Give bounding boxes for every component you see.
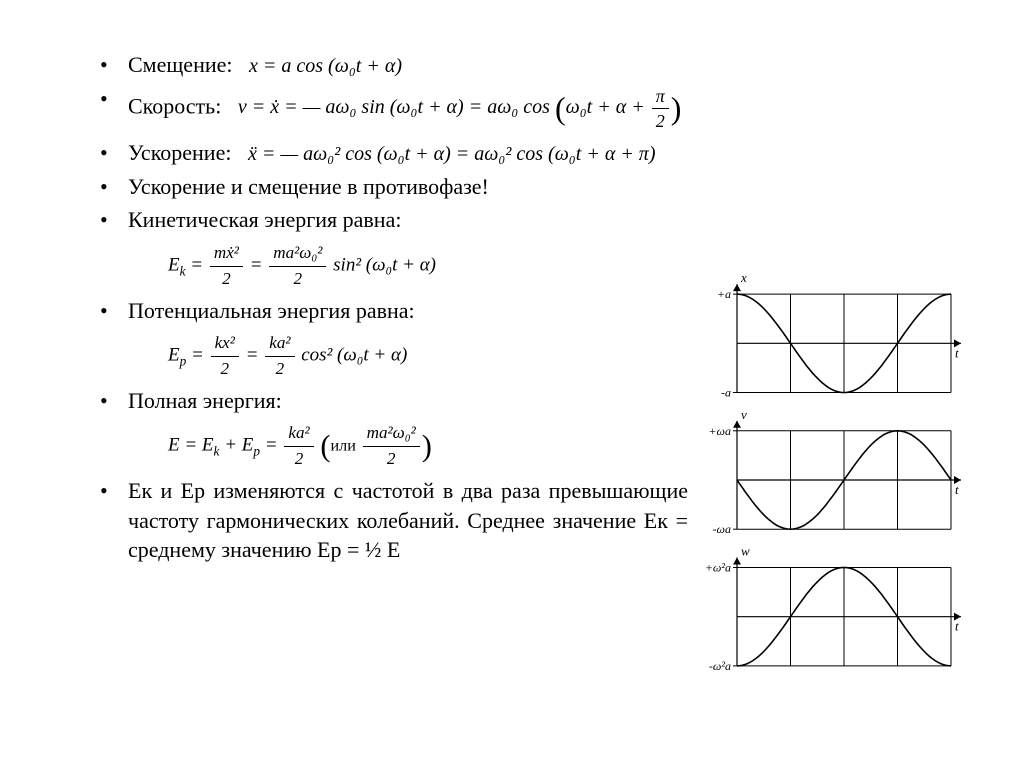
bullet-potential: Потенциальная энергия равна: Ep = kx²2 =… xyxy=(100,296,688,382)
formula: x = a cos (ω₀t + α) xyxy=(249,55,402,77)
svg-text:+ω²a: +ω²a xyxy=(705,560,731,574)
svg-text:x: x xyxy=(740,270,747,285)
oscillation-diagram: x t +a -a v t +ωa -ωa w t +ω²a -ω²a xyxy=(689,265,969,685)
svg-text:-a: -a xyxy=(721,386,731,400)
label: Ускорение: xyxy=(128,140,231,165)
label: Скорость: xyxy=(128,93,221,118)
label: Полная энергия: xyxy=(128,388,282,413)
svg-text:w: w xyxy=(741,543,750,558)
svg-text:t: t xyxy=(955,482,959,497)
formula: ẍ = — aω₀² cos (ω₀t + α) = aω₀² cos (ω₀t… xyxy=(248,143,656,165)
svg-text:-ωa: -ωa xyxy=(713,522,731,536)
label: Потенциальная энергия равна: xyxy=(128,298,415,323)
formula: Ep = kx²2 = ka²2 cos² (ω₀t + α) xyxy=(168,331,688,382)
label: Смещение: xyxy=(128,52,233,77)
text: Ек и Ер изменяются с частотой в два раза… xyxy=(128,478,688,562)
svg-text:+ωa: +ωa xyxy=(708,424,731,438)
bullet-antiphase: Ускорение и смещение в противофазе! xyxy=(100,172,964,202)
bullet-kinetic: Кинетическая энергия равна: Ek = mẋ²2 = … xyxy=(100,205,688,291)
bullet-acceleration: Ускорение: ẍ = — aω₀² cos (ω₀t + α) = aω… xyxy=(100,138,964,168)
label: Кинетическая энергия равна: xyxy=(128,207,401,232)
bullet-displacement: Смещение: x = a cos (ω₀t + α) xyxy=(100,50,964,80)
bullet-total: Полная энергия: E = Ek + Ep = ka²2 (или … xyxy=(100,386,688,472)
svg-text:+a: +a xyxy=(717,287,731,301)
bullet-summary: Ек и Ер изменяются с частотой в два раза… xyxy=(100,476,688,565)
svg-text:v: v xyxy=(741,407,747,422)
svg-text:t: t xyxy=(955,619,959,634)
formula: v = ẋ = — aω₀ sin (ω₀t + α) = aω₀ cos (ω… xyxy=(238,96,682,118)
text: Ускорение и смещение в противофазе! xyxy=(128,174,489,199)
formula: E = Ek + Ep = ka²2 (или ma²ω₀²2) xyxy=(168,421,688,472)
svg-text:-ω²a: -ω²a xyxy=(709,659,731,673)
bullet-velocity: Скорость: v = ẋ = — aω₀ sin (ω₀t + α) = … xyxy=(100,84,964,134)
svg-text:t: t xyxy=(955,345,959,360)
formula: Ek = mẋ²2 = ma²ω₀²2 sin² (ω₀t + α) xyxy=(168,241,688,292)
